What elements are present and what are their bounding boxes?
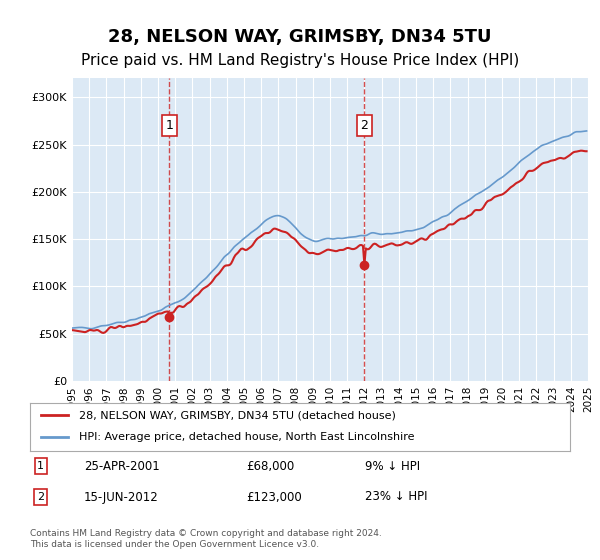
Text: 15-JUN-2012: 15-JUN-2012 — [84, 491, 159, 503]
Text: Contains HM Land Registry data © Crown copyright and database right 2024.
This d: Contains HM Land Registry data © Crown c… — [30, 529, 382, 549]
Text: HPI: Average price, detached house, North East Lincolnshire: HPI: Average price, detached house, Nort… — [79, 432, 414, 442]
Text: 25-APR-2001: 25-APR-2001 — [84, 460, 160, 473]
Text: 1: 1 — [37, 461, 44, 471]
Text: 1: 1 — [166, 119, 173, 132]
Text: 2: 2 — [37, 492, 44, 502]
Text: Price paid vs. HM Land Registry's House Price Index (HPI): Price paid vs. HM Land Registry's House … — [81, 53, 519, 68]
Text: £68,000: £68,000 — [246, 460, 294, 473]
Text: 9% ↓ HPI: 9% ↓ HPI — [365, 460, 420, 473]
Text: 23% ↓ HPI: 23% ↓ HPI — [365, 491, 427, 503]
Text: £123,000: £123,000 — [246, 491, 302, 503]
Text: 2: 2 — [361, 119, 368, 132]
Text: 28, NELSON WAY, GRIMSBY, DN34 5TU: 28, NELSON WAY, GRIMSBY, DN34 5TU — [108, 28, 492, 46]
Text: 28, NELSON WAY, GRIMSBY, DN34 5TU (detached house): 28, NELSON WAY, GRIMSBY, DN34 5TU (detac… — [79, 410, 395, 420]
